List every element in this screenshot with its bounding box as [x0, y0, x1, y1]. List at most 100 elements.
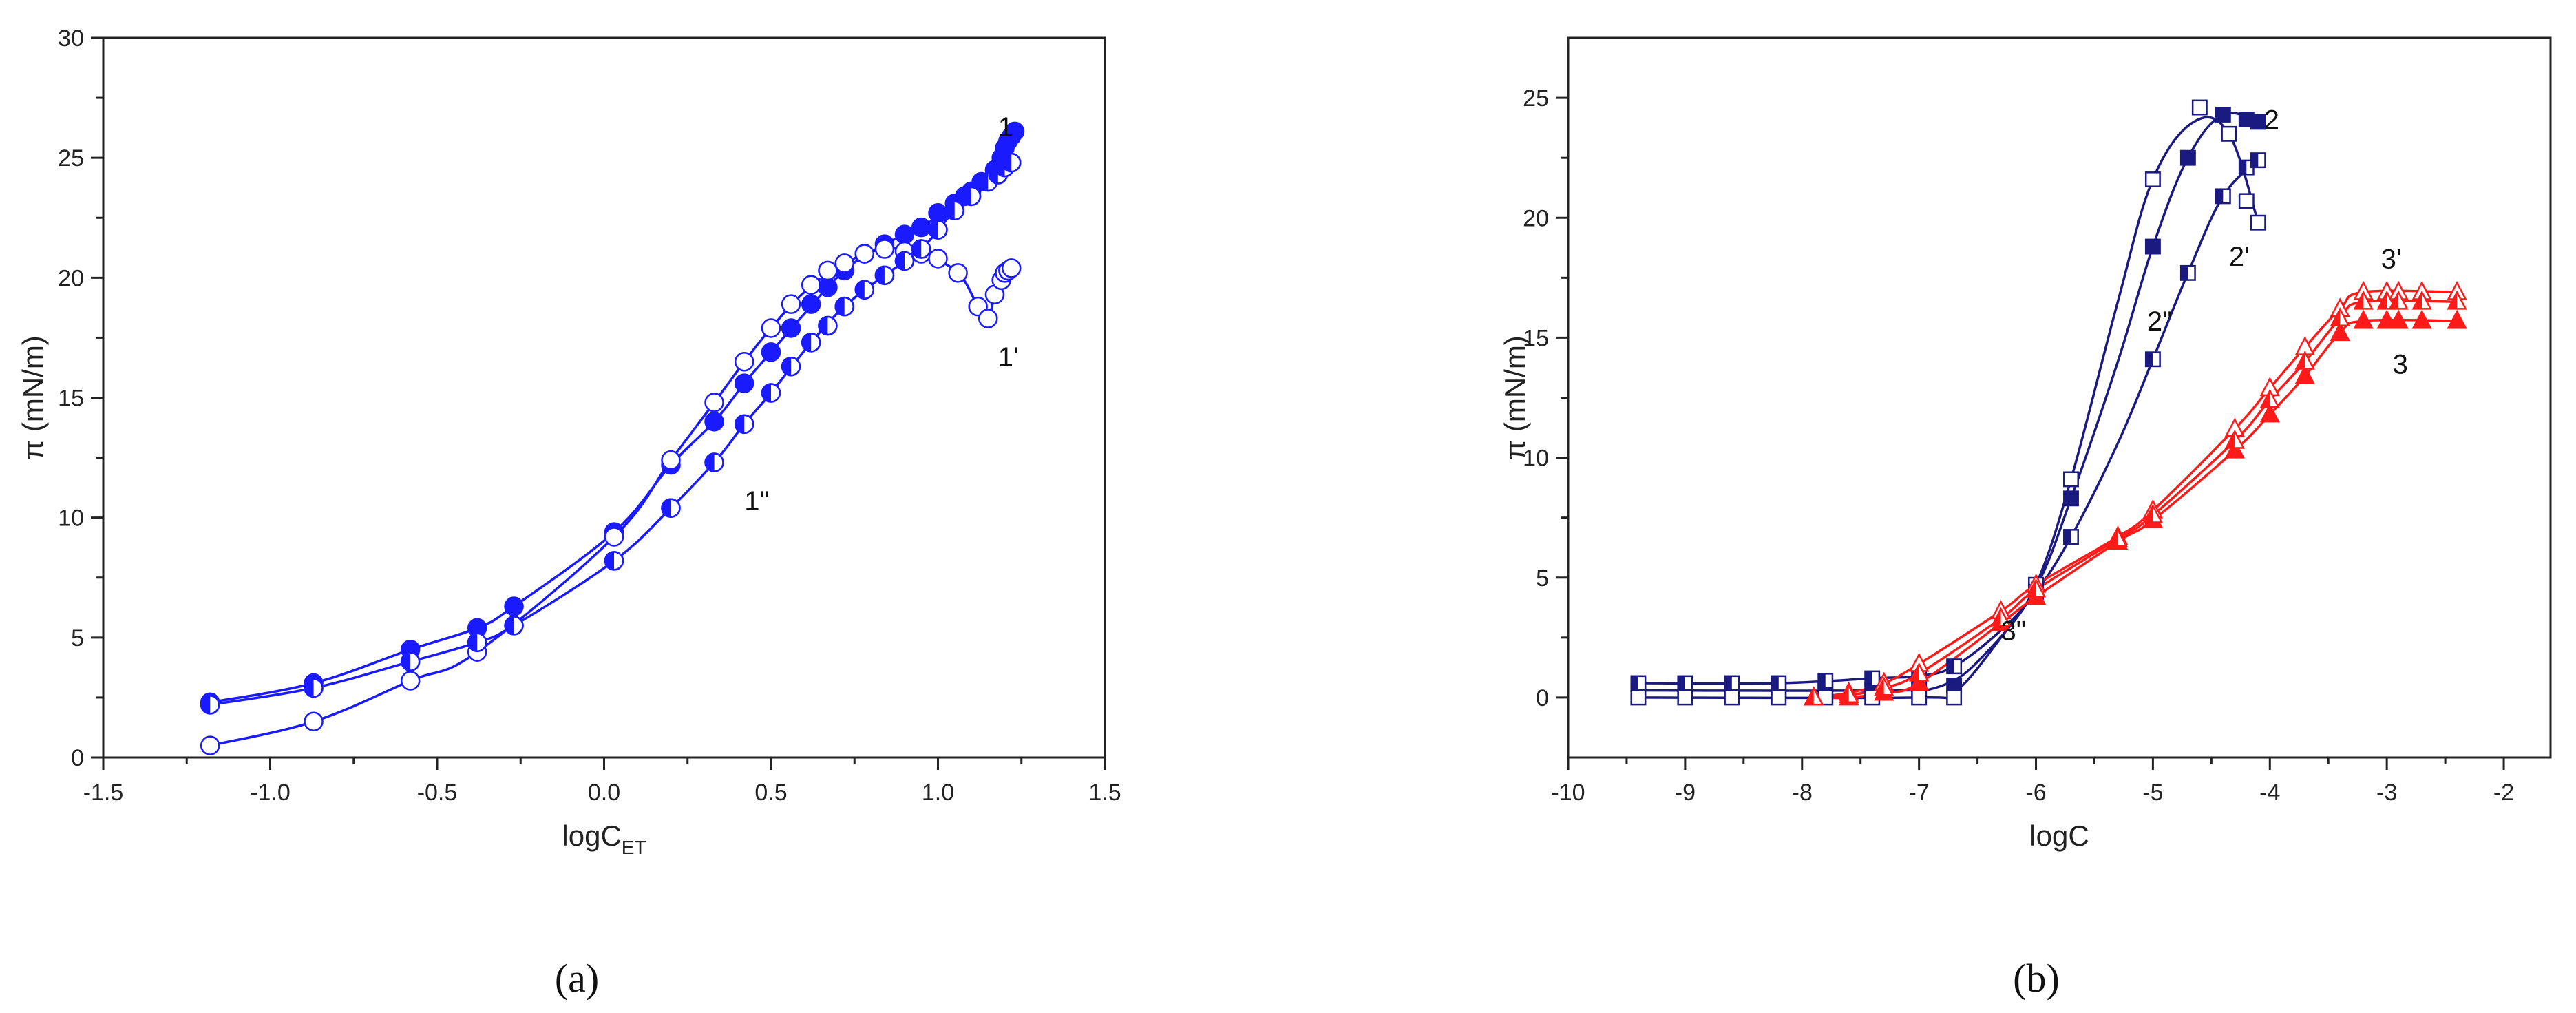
data-point-1p: [661, 450, 681, 470]
data-point-2p: [2250, 214, 2266, 231]
y-tick-label: 25: [58, 145, 84, 171]
chart-b-curves: [1638, 112, 2458, 700]
data-point-2p: [1911, 689, 1928, 706]
data-point-3: [2259, 403, 2280, 423]
data-point-1pp: [961, 186, 982, 207]
y-tick-label: 5: [1536, 565, 1549, 592]
data-point-1p: [1001, 258, 1022, 278]
data-point-2pp: [1677, 675, 1693, 691]
x-tick-label: -2: [2493, 780, 2514, 806]
data-point-1p: [801, 275, 821, 295]
chart-a-frame: [102, 36, 1106, 759]
chart-b: -10 -9 -8 -7 -6 -5 -4 -3 -2 0 5 10 15 20 25 2 2' 2" 3' 3 3"…: [1499, 36, 2552, 1001]
data-point-1pp: [661, 498, 681, 518]
data-point-3pp: [2107, 528, 2129, 547]
chart-b-y-axis-label: π (mN/m): [1499, 335, 1531, 460]
data-point-1p: [734, 352, 754, 372]
data-point-3pp: [2353, 290, 2374, 310]
data-point-3: [2224, 439, 2245, 459]
data-point-1: [818, 278, 838, 297]
data-point-2pp: [2063, 529, 2079, 545]
data-point-1pp: [504, 616, 524, 636]
data-point-1p: [854, 244, 875, 264]
data-point-1: [801, 294, 821, 314]
data-point-2pp: [2144, 351, 2161, 368]
data-point-1pp: [704, 452, 724, 472]
data-point-2p: [1724, 689, 1740, 706]
x-tick-label: -6: [2025, 780, 2046, 806]
data-point-2pp: [1630, 675, 1647, 691]
data-point-3pp: [2411, 290, 2432, 310]
chart-a-x-axis-label-main: logC: [562, 819, 621, 852]
data-point-3pp: [1804, 686, 1824, 706]
data-point-1pp: [1001, 152, 1022, 173]
series-line-1: [209, 130, 1016, 704]
series-points-1p: [200, 239, 1022, 755]
data-point-3pp: [2330, 307, 2350, 327]
data-point-2p: [2144, 171, 2161, 187]
y-tick-label: 5: [71, 625, 84, 651]
data-point-1p: [761, 318, 781, 338]
curve-label-1: 1: [998, 112, 1013, 143]
series-points-2pp: [1630, 152, 2266, 691]
data-point-2p: [1630, 689, 1647, 706]
data-point-3pp: [1839, 684, 1859, 703]
data-point-3pp: [2025, 578, 2047, 598]
data-point-1pp: [874, 265, 895, 286]
data-point-1: [928, 203, 948, 223]
x-tick-label: -1.5: [83, 780, 124, 806]
data-point-1pp: [604, 551, 624, 571]
y-tick-label: 10: [58, 505, 84, 532]
data-point-1pp: [400, 651, 421, 671]
series-points-1pp: [200, 152, 1022, 715]
curve-label-2p: 2': [2229, 242, 2250, 272]
data-point-1: [761, 342, 781, 362]
data-point-1pp: [781, 356, 801, 377]
data-point-1pp: [834, 296, 854, 317]
data-point-3: [2330, 322, 2350, 341]
y-tick-label: 30: [58, 25, 84, 52]
data-point-1p: [978, 309, 998, 328]
chart-a-y-axis-label: π (mN/m): [17, 335, 49, 460]
x-tick-label: -9: [1675, 780, 1696, 806]
chart-a-panel-label: (a): [555, 956, 599, 1001]
data-point-1: [911, 217, 931, 238]
data-point-2pp: [1864, 670, 1881, 687]
x-tick-label: -0.5: [417, 780, 458, 806]
x-tick-label: 1.5: [1088, 780, 1121, 806]
series-line-3p: [1813, 289, 2458, 699]
data-point-3: [2411, 309, 2432, 329]
y-tick-label: 15: [1523, 325, 1549, 351]
chart-b-panel-label: (b): [2013, 956, 2060, 1001]
data-point-1pp: [761, 383, 781, 403]
y-tick-label: 20: [1523, 205, 1549, 231]
y-tick-label: 20: [58, 265, 84, 291]
series-points-3pp: [1804, 290, 2467, 706]
data-point-2p: [2063, 471, 2079, 488]
data-point-2: [2250, 114, 2266, 130]
x-tick-label: 1.0: [922, 780, 954, 806]
data-point-2p: [1771, 689, 1787, 706]
data-point-2pp: [2179, 264, 2196, 281]
data-point-2pp: [1724, 675, 1740, 691]
data-point-1p: [834, 253, 854, 273]
series-points-1: [200, 121, 1025, 713]
data-point-1pp: [734, 414, 754, 435]
data-point-2p: [2238, 193, 2255, 209]
chart-b-ticks: -10 -9 -8 -7 -6 -5 -4 -3 -2 0 5 10 15 20 25: [1523, 85, 2514, 806]
data-point-3pp: [2142, 503, 2164, 523]
data-point-1pp: [467, 632, 487, 653]
y-tick-label: 25: [1523, 85, 1549, 112]
data-point-1: [704, 412, 724, 432]
data-point-3pp: [2447, 290, 2467, 310]
data-point-1p: [400, 671, 421, 691]
x-tick-label: -8: [1792, 780, 1813, 806]
series-points-3p: [1804, 280, 2467, 706]
series-points-3: [1804, 309, 2467, 706]
data-point-1: [781, 318, 801, 338]
data-point-1pp: [818, 315, 838, 336]
data-point-1p: [200, 735, 220, 755]
data-point-1p: [781, 294, 801, 314]
data-point-2: [2215, 107, 2231, 123]
